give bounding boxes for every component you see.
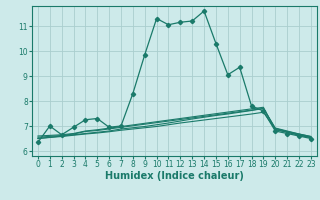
X-axis label: Humidex (Indice chaleur): Humidex (Indice chaleur)	[105, 171, 244, 181]
